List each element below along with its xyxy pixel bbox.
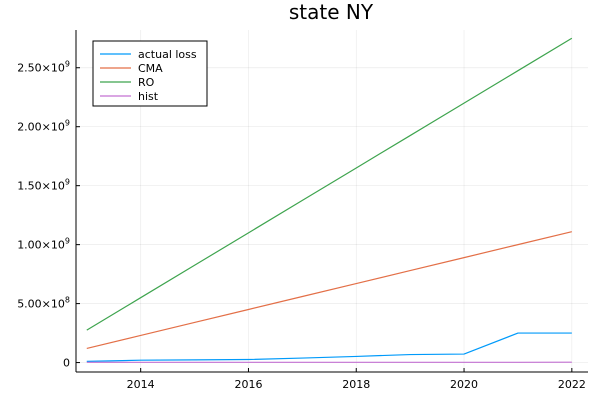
legend-label-cma: CMA bbox=[138, 62, 163, 75]
y-tick-label: 1.00×109 bbox=[17, 237, 70, 252]
series-lines bbox=[86, 37, 573, 363]
axes: 2014 2016 2018 2020 2022 0 5.00×108 1.00×109 1.5… bbox=[17, 30, 588, 391]
y-tick-label: 2.00×109 bbox=[17, 119, 70, 134]
legend-label-actual-loss: actual loss bbox=[138, 48, 197, 61]
legend-label-ro: RO bbox=[138, 76, 155, 89]
x-tick-label: 2022 bbox=[558, 378, 586, 391]
y-tick-label: 2.50×109 bbox=[17, 60, 70, 75]
x-tick-label: 2018 bbox=[342, 378, 370, 391]
x-tick-label: 2016 bbox=[234, 378, 262, 391]
chart-title: state NY bbox=[289, 0, 374, 24]
y-tick-label: 5.00×108 bbox=[17, 296, 70, 311]
legend-label-hist: hist bbox=[138, 90, 159, 103]
x-tick-label: 2014 bbox=[127, 378, 155, 391]
y-tick-label: 0 bbox=[63, 357, 70, 370]
legend-box bbox=[92, 40, 208, 107]
series-line-ro bbox=[86, 37, 573, 331]
series-line-actual-loss bbox=[86, 332, 572, 362]
series-line-cma bbox=[86, 231, 572, 349]
y-tick-label: 1.50×109 bbox=[17, 178, 70, 193]
x-tick-label: 2020 bbox=[450, 378, 478, 391]
